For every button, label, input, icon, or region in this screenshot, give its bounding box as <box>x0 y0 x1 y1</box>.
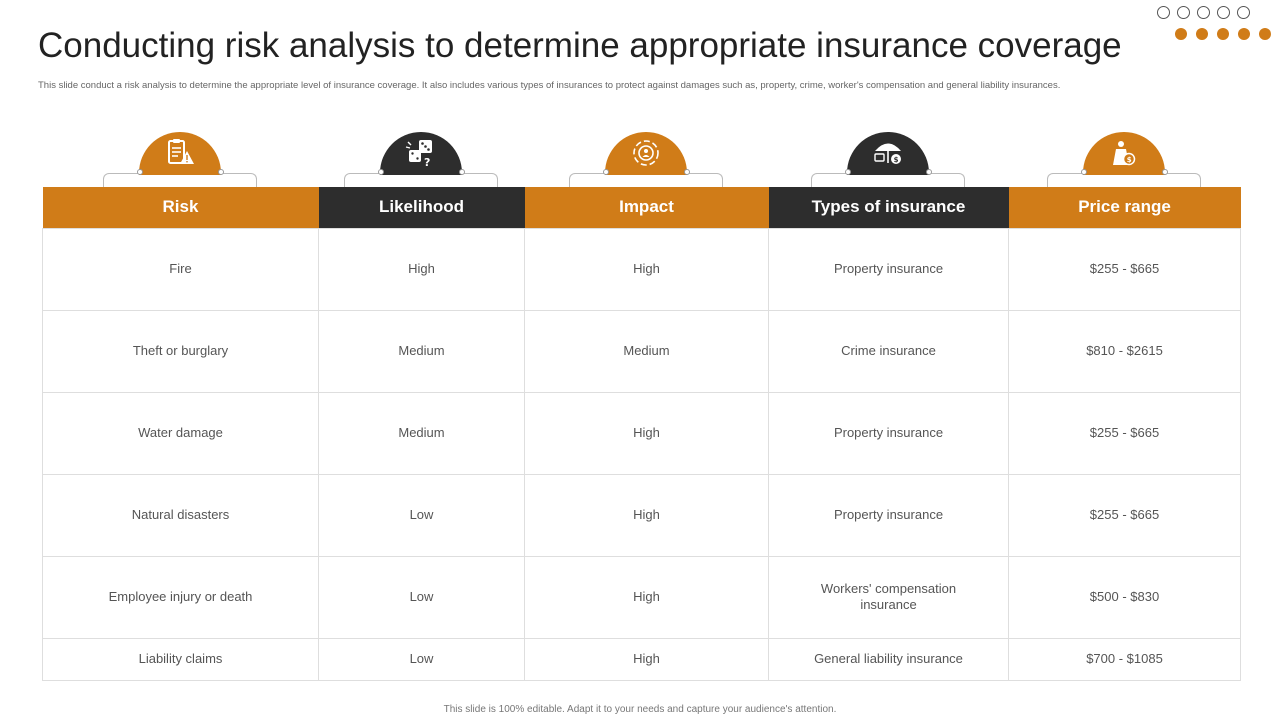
outline-dot <box>1177 6 1190 19</box>
impact-dome <box>605 132 687 175</box>
risk-dome <box>139 132 221 175</box>
risk-cell: Employee injury or death <box>42 555 319 639</box>
impact-cell: High <box>524 555 769 639</box>
page-title: Conducting risk analysis to determine ap… <box>38 26 1122 65</box>
header-price-range: Price range <box>1008 187 1241 228</box>
table-row: Water damage Medium High Property insura… <box>42 391 1241 475</box>
pin <box>845 169 851 175</box>
insurance-type-cell: General liability insurance <box>768 637 1009 681</box>
price-tag-icon: $ <box>1113 141 1136 166</box>
bracket <box>1047 173 1201 187</box>
pin <box>603 169 609 175</box>
table-row: Natural disasters Low High Property insu… <box>42 473 1241 557</box>
table-header-row: Risk Likelihood Impact Types of insuranc… <box>42 187 1241 228</box>
svg-text:$: $ <box>894 156 899 164</box>
likelihood-cell: Low <box>318 555 525 639</box>
table-row: Liability claims Low High General liabil… <box>42 637 1241 681</box>
likelihood-cell: Medium <box>318 391 525 475</box>
outline-dot <box>1197 6 1210 19</box>
likelihood-dome: ? <box>380 132 462 175</box>
pin <box>1162 169 1168 175</box>
header-icon-row: ? $ <box>42 128 1240 187</box>
insurance-type-cell: Property insurance <box>768 391 1009 475</box>
price-range-cell: $255 - $665 <box>1008 227 1241 311</box>
risk-cell: Natural disasters <box>42 473 319 557</box>
table-row: Fire High High Property insurance $255 -… <box>42 227 1241 311</box>
impact-cell: High <box>524 391 769 475</box>
likelihood-cell: Medium <box>318 309 525 393</box>
price-range-cell: $700 - $1085 <box>1008 637 1241 681</box>
checklist-warning-icon <box>168 139 194 164</box>
likelihood-cell: Low <box>318 637 525 681</box>
pin <box>218 169 224 175</box>
price-range-cell: $810 - $2615 <box>1008 309 1241 393</box>
insurance-type-text: Workers' compensation insurance <box>820 581 957 612</box>
filled-dot <box>1259 28 1271 40</box>
insurance-dome: $ <box>847 132 929 175</box>
header-types-of-insurance: Types of insurance <box>768 187 1009 228</box>
bracket <box>569 173 723 187</box>
filled-dot <box>1217 28 1229 40</box>
likelihood-cell: High <box>318 227 525 311</box>
filled-dot <box>1238 28 1250 40</box>
bracket <box>811 173 965 187</box>
price-range-cell: $255 - $665 <box>1008 473 1241 557</box>
bracket <box>103 173 257 187</box>
impact-cell: High <box>524 637 769 681</box>
pin <box>1081 169 1087 175</box>
bracket <box>344 173 498 187</box>
risk-cell: Theft or burglary <box>42 309 319 393</box>
table-row: Theft or burglary Medium Medium Crime in… <box>42 309 1241 393</box>
pin <box>378 169 384 175</box>
price-dome: $ <box>1083 132 1165 175</box>
outline-dot <box>1237 6 1250 19</box>
pin <box>137 169 143 175</box>
filled-dot <box>1196 28 1208 40</box>
impact-cell: Medium <box>524 309 769 393</box>
pin <box>926 169 932 175</box>
filled-dot <box>1175 28 1187 40</box>
table-row: Employee injury or death Low High Worker… <box>42 555 1241 639</box>
impact-cell: High <box>524 473 769 557</box>
risk-cell: Water damage <box>42 391 319 475</box>
impact-icon-cell <box>524 128 768 187</box>
risk-analysis-table: Risk Likelihood Impact Types of insuranc… <box>42 187 1241 681</box>
price-range-cell: $255 - $665 <box>1008 391 1241 475</box>
page-subtitle: This slide conduct a risk analysis to de… <box>38 80 1061 91</box>
dice-question-icon: ? <box>405 140 432 168</box>
pin <box>459 169 465 175</box>
svg-text:?: ? <box>424 156 430 168</box>
svg-text:$: $ <box>1127 156 1132 164</box>
insurance-icon-cell: $ <box>768 128 1008 187</box>
price-range-cell: $500 - $830 <box>1008 555 1241 639</box>
price-icon-cell: $ <box>1008 128 1240 187</box>
impact-cell: High <box>524 227 769 311</box>
pin <box>684 169 690 175</box>
insurance-type-cell: Workers' compensation insurance <box>768 555 1009 639</box>
impact-target-icon <box>633 140 659 166</box>
outline-dot <box>1217 6 1230 19</box>
insurance-type-cell: Property insurance <box>768 473 1009 557</box>
risk-cell: Liability claims <box>42 637 319 681</box>
insurance-type-cell: Property insurance <box>768 227 1009 311</box>
outline-dot <box>1157 6 1170 19</box>
decorative-dots <box>1142 6 1272 49</box>
header-impact: Impact <box>524 187 769 228</box>
header-risk: Risk <box>42 187 319 228</box>
footer-note: This slide is 100% editable. Adapt it to… <box>443 704 837 715</box>
likelihood-cell: Low <box>318 473 525 557</box>
umbrella-money-icon: $ <box>874 143 901 164</box>
insurance-type-cell: Crime insurance <box>768 309 1009 393</box>
likelihood-icon-cell: ? <box>318 128 524 187</box>
risk-icon-cell <box>42 128 318 187</box>
risk-cell: Fire <box>42 227 319 311</box>
header-likelihood: Likelihood <box>318 187 525 228</box>
